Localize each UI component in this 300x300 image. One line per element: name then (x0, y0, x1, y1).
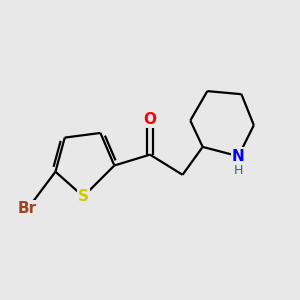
Text: O: O (143, 112, 157, 127)
Text: H: H (234, 164, 243, 177)
Text: Br: Br (18, 201, 37, 216)
Text: N: N (232, 149, 245, 164)
Text: S: S (78, 189, 89, 204)
